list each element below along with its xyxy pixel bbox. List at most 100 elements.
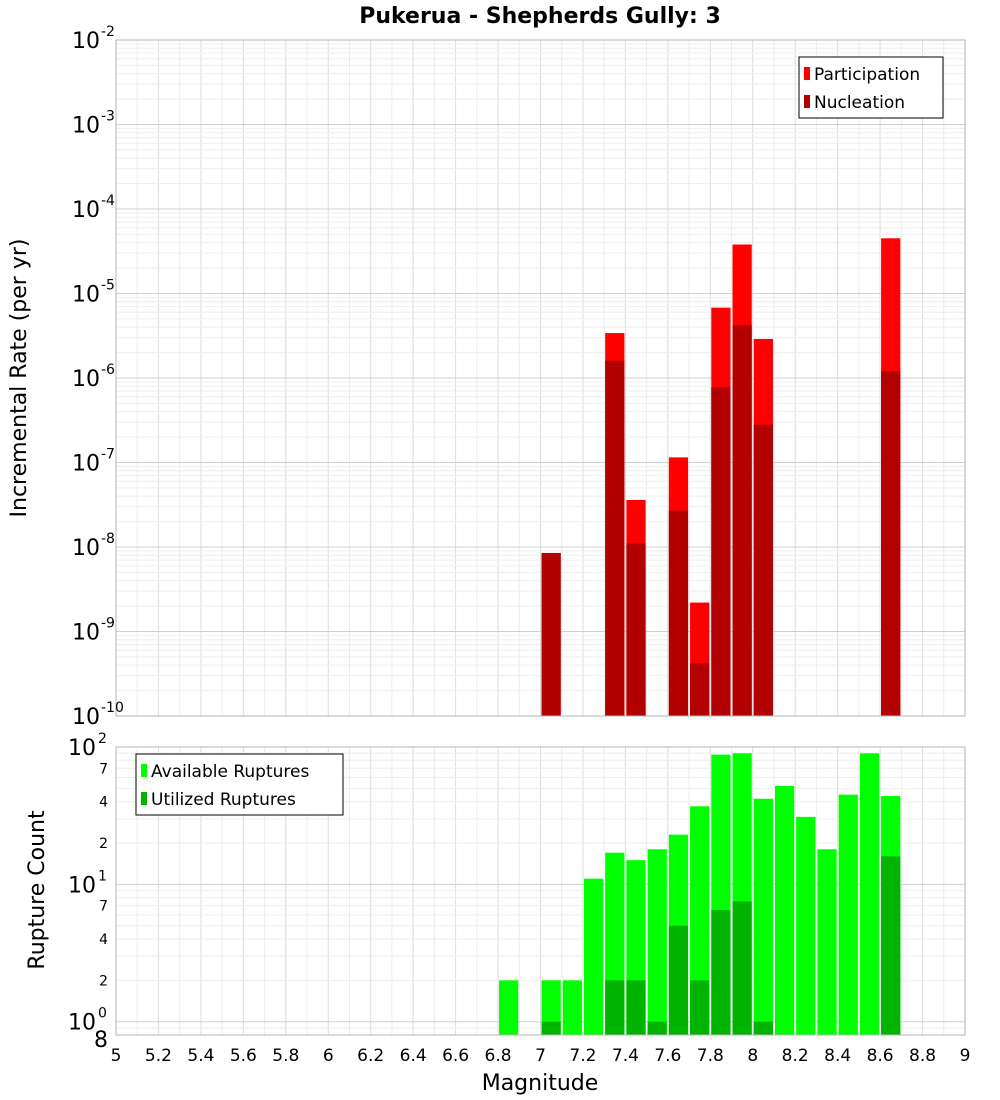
x-tick-label: 8.6 — [867, 1046, 894, 1066]
x-tick-label: 8.2 — [782, 1046, 809, 1066]
bottom-y-minor-tick-label: 7 — [99, 899, 108, 915]
panel-2-available-ruptures-bar — [753, 798, 773, 1035]
top-y-tick-label-base: 10 — [72, 114, 100, 139]
bottom-y-tick-label-exponent: 1 — [98, 868, 107, 884]
legend-utilized-ruptures-swatch — [141, 792, 147, 805]
top-y-tick-label-base: 10 — [72, 536, 100, 561]
panel-2-available-ruptures-bar — [647, 849, 667, 1035]
panel-2-available-ruptures-bar — [859, 753, 880, 1035]
x-tick-label: 7.8 — [697, 1046, 724, 1066]
top-y-tick-label-base: 10 — [72, 452, 100, 477]
top-y-tick-label-base: 10 — [72, 705, 100, 730]
panel-2-utilized-ruptures-bar — [881, 856, 901, 1035]
x-tick-label: 8.4 — [824, 1046, 851, 1066]
chart-title: Pukerua - Shepherds Gully: 3 — [359, 4, 721, 29]
grid-layer — [115, 39, 966, 1036]
x-axis-label: Magnitude — [482, 1071, 599, 1096]
top-y-tick-label-base: 10 — [72, 283, 100, 308]
x-tick-label: 7.2 — [569, 1046, 596, 1066]
bottom-y-minor-tick-label: 7 — [99, 761, 108, 777]
x-tick-label: 6.2 — [357, 1046, 384, 1066]
panel-2-utilized-ruptures-bar — [541, 1021, 561, 1035]
panel-2-available-ruptures-bar — [774, 786, 795, 1035]
top-y-tick-label-exponent: -7 — [101, 447, 115, 463]
top-y-tick-label-base: 10 — [72, 621, 100, 646]
legend-participation-swatch — [804, 67, 810, 80]
bottom-y-minor-tick-label: 2 — [99, 973, 108, 989]
panel-2-utilized-ruptures-bar — [626, 980, 646, 1035]
bottom-y-minor-tick-label: 4 — [99, 795, 108, 811]
panel-2-available-ruptures-bar — [499, 980, 519, 1035]
panel-2-utilized-ruptures-bar — [753, 1021, 773, 1035]
bottom-y-tick-label-base: 10 — [68, 736, 96, 761]
panel-2-available-ruptures-bar — [817, 849, 837, 1035]
legend-layer: Participation Nucleation Available Rupture… — [135, 56, 944, 816]
x-tick-label: 7 — [535, 1046, 546, 1066]
bottom-y-minor-tick-label: 4 — [99, 932, 108, 948]
panel-1-nucleation-bar — [605, 360, 625, 716]
x-tick-label: 6.4 — [400, 1046, 427, 1066]
panel-1-frame — [115, 39, 966, 717]
bottom-y-axis-label: Rupture Count — [25, 810, 50, 970]
panel-2-utilized-ruptures-bar — [647, 1021, 667, 1035]
bottom-y-tick-label-base: 10 — [68, 873, 96, 898]
panel-2-available-ruptures-bar — [796, 816, 816, 1035]
x-tick-label: 5.4 — [187, 1046, 214, 1066]
top-y-axis-label: Incremental Rate (per yr) — [7, 239, 32, 518]
bottom-y-minor-tick-label: 2 — [99, 836, 108, 852]
top-y-tick-label-exponent: -9 — [101, 616, 115, 632]
x-tick-label: 7.4 — [612, 1046, 639, 1066]
legend-nucleation-swatch — [804, 95, 810, 108]
x-tick-label: 5.6 — [230, 1046, 257, 1066]
x-tick-label: 7.6 — [654, 1046, 681, 1066]
legend-utilized-ruptures-label: Utilized Ruptures — [151, 790, 296, 810]
legend-available-ruptures-swatch — [141, 764, 147, 777]
top-y-tick-label-base: 10 — [72, 367, 100, 392]
panel-2-frame — [115, 746, 966, 1036]
top-y-tick-label-base: 10 — [72, 29, 100, 54]
legend-2-box — [135, 753, 344, 816]
panel-2-available-ruptures-bar — [838, 794, 858, 1035]
legend-1-box — [798, 56, 944, 119]
x-tick-label: 5 — [111, 1046, 122, 1066]
top-y-tick-label-exponent: -10 — [101, 700, 124, 716]
x-tick-label: 9 — [960, 1046, 971, 1066]
bars-layer — [499, 238, 901, 1035]
x-tick-label: 6.8 — [485, 1046, 512, 1066]
bottom-y-tick-label-exponent: 2 — [98, 731, 107, 747]
panel-2-utilized-ruptures-bar — [605, 980, 625, 1035]
top-y-tick-label-exponent: -3 — [101, 109, 115, 125]
panel-1-nucleation-bar — [626, 543, 646, 716]
panel-1-nucleation-bar — [753, 424, 773, 716]
legend-available-ruptures-label: Available Ruptures — [151, 762, 309, 782]
x-tick-label: 5.2 — [145, 1046, 172, 1066]
panel-2-available-ruptures-bar — [562, 980, 582, 1035]
panel-2-available-ruptures-bar — [583, 878, 604, 1035]
top-y-tick-label-exponent: -8 — [101, 531, 115, 547]
bottom-y-tick-label-exponent: 0 — [98, 1006, 107, 1022]
panel-1-nucleation-bar — [690, 663, 710, 716]
x-tick-label: 5.8 — [272, 1046, 299, 1066]
legend-participation-label: Participation — [814, 65, 920, 85]
panel-1-nucleation-bar — [711, 387, 731, 716]
panel-1-nucleation-bar — [668, 510, 689, 716]
x-tick-label: 6 — [323, 1046, 334, 1066]
panel-1-nucleation-bar — [541, 552, 561, 716]
panel-2-utilized-ruptures-bar — [690, 980, 710, 1035]
bottom-y-minor-tick-label: 8 — [94, 1028, 108, 1053]
bottom-y-tick-label-base: 10 — [68, 1011, 96, 1036]
top-y-tick-label-exponent: -2 — [101, 24, 115, 40]
panel-1-nucleation-bar — [881, 371, 901, 716]
panel-2-utilized-ruptures-bar — [711, 910, 731, 1035]
panel-2-utilized-ruptures-bar — [668, 925, 689, 1035]
top-y-tick-label-exponent: -6 — [101, 362, 115, 378]
legend-nucleation-label: Nucleation — [814, 93, 905, 113]
x-tick-label: 8.8 — [909, 1046, 936, 1066]
panel-2-available-ruptures-bar — [541, 980, 561, 1035]
x-tick-label: 8 — [747, 1046, 758, 1066]
x-tick-label: 6.6 — [442, 1046, 469, 1066]
panel-1-nucleation-bar — [732, 325, 752, 716]
